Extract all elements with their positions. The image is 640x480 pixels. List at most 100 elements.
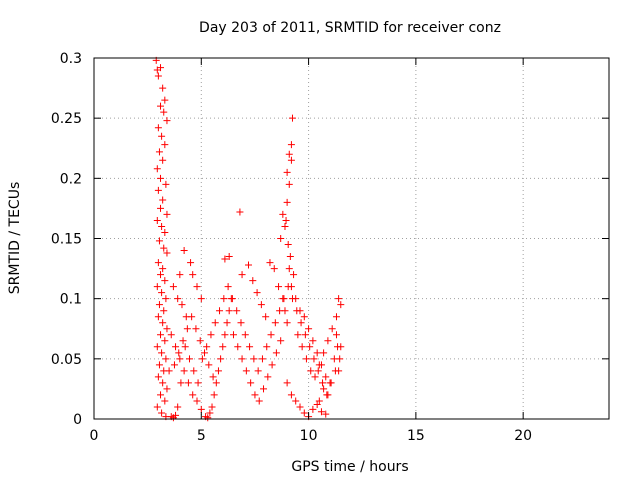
axis-ticks: 0 5 10 15 20 0 0.05 0.1 0.15 0.2 0.25 0.3 [51, 51, 609, 444]
data-point [279, 210, 287, 218]
data-point [188, 313, 196, 321]
data-point [298, 343, 306, 351]
data-point [177, 379, 185, 387]
data-point [277, 337, 285, 345]
data-point [157, 204, 165, 212]
data-point [174, 295, 182, 303]
data-point [323, 391, 331, 399]
data-point [169, 283, 177, 291]
data-point [300, 409, 308, 417]
data-point [175, 349, 183, 357]
data-point [285, 180, 293, 188]
data-point [267, 331, 275, 339]
x-tick-label: 5 [197, 428, 206, 444]
data-point [185, 355, 193, 363]
data-point [297, 319, 305, 327]
data-point [290, 271, 298, 279]
y-tick-label: 0.1 [60, 292, 82, 308]
data-point [309, 405, 317, 413]
data-point [192, 325, 200, 333]
data-point [183, 325, 191, 333]
data-point [157, 271, 165, 279]
data-point [161, 277, 169, 285]
data-point [281, 222, 289, 230]
data-point [154, 313, 162, 321]
y-tick-label: 0.15 [51, 232, 82, 248]
data-point [287, 141, 295, 149]
data-point [253, 289, 261, 297]
data-point [187, 259, 195, 267]
data-point [260, 385, 268, 393]
data-point [334, 343, 342, 351]
x-tick-label: 10 [300, 428, 318, 444]
data-point [157, 331, 165, 339]
data-point [293, 307, 301, 315]
data-point [313, 349, 321, 357]
data-point [320, 385, 328, 393]
data-point [271, 319, 279, 327]
data-point [320, 349, 328, 357]
data-point [322, 410, 330, 418]
data-point [161, 228, 169, 236]
data-point [163, 385, 171, 393]
data-point [154, 259, 162, 267]
x-axis-label: GPS time / hours [291, 459, 408, 475]
data-point [153, 283, 161, 291]
data-point [204, 414, 212, 422]
data-point [212, 379, 220, 387]
data-point [302, 355, 310, 363]
data-point [272, 349, 280, 357]
data-point [258, 355, 266, 363]
data-point [257, 301, 265, 309]
data-point [262, 313, 270, 321]
data-point [283, 198, 291, 206]
data-point [154, 186, 162, 194]
data-point [221, 255, 229, 263]
data-point [189, 391, 197, 399]
data-point [250, 355, 258, 363]
data-point [294, 331, 302, 339]
data-point [153, 343, 161, 351]
data-point [193, 397, 201, 405]
data-point [285, 150, 293, 158]
data-point [163, 117, 171, 125]
data-point [181, 343, 189, 351]
data-point [216, 307, 224, 315]
data-point [165, 367, 173, 375]
data-point [198, 355, 206, 363]
data-point [184, 379, 192, 387]
data-point [283, 319, 291, 327]
data-point [189, 271, 197, 279]
data-point [238, 355, 246, 363]
data-point [176, 271, 184, 279]
data-point [327, 379, 335, 387]
data-point [270, 265, 278, 273]
data-point [307, 367, 315, 375]
data-point [159, 196, 167, 204]
data-point [158, 222, 166, 230]
data-point [225, 253, 233, 261]
data-point [287, 156, 295, 164]
data-point [234, 343, 242, 351]
data-point [313, 401, 321, 409]
data-point [158, 349, 166, 357]
data-point [319, 379, 327, 387]
data-point [210, 391, 218, 399]
data-point [201, 349, 209, 357]
data-point [159, 319, 167, 327]
x-tick-label: 15 [407, 428, 425, 444]
data-point [172, 343, 180, 351]
data-point [228, 295, 236, 303]
data-point [209, 373, 217, 381]
data-point [266, 259, 274, 267]
data-point [154, 72, 162, 80]
data-point [223, 319, 231, 327]
data-point [154, 373, 162, 381]
data-point [155, 148, 163, 156]
data-point [154, 124, 162, 132]
data-point [158, 289, 166, 297]
data-point [178, 301, 186, 309]
data-point [197, 405, 205, 413]
data-point [317, 408, 325, 416]
data-point [255, 397, 263, 405]
